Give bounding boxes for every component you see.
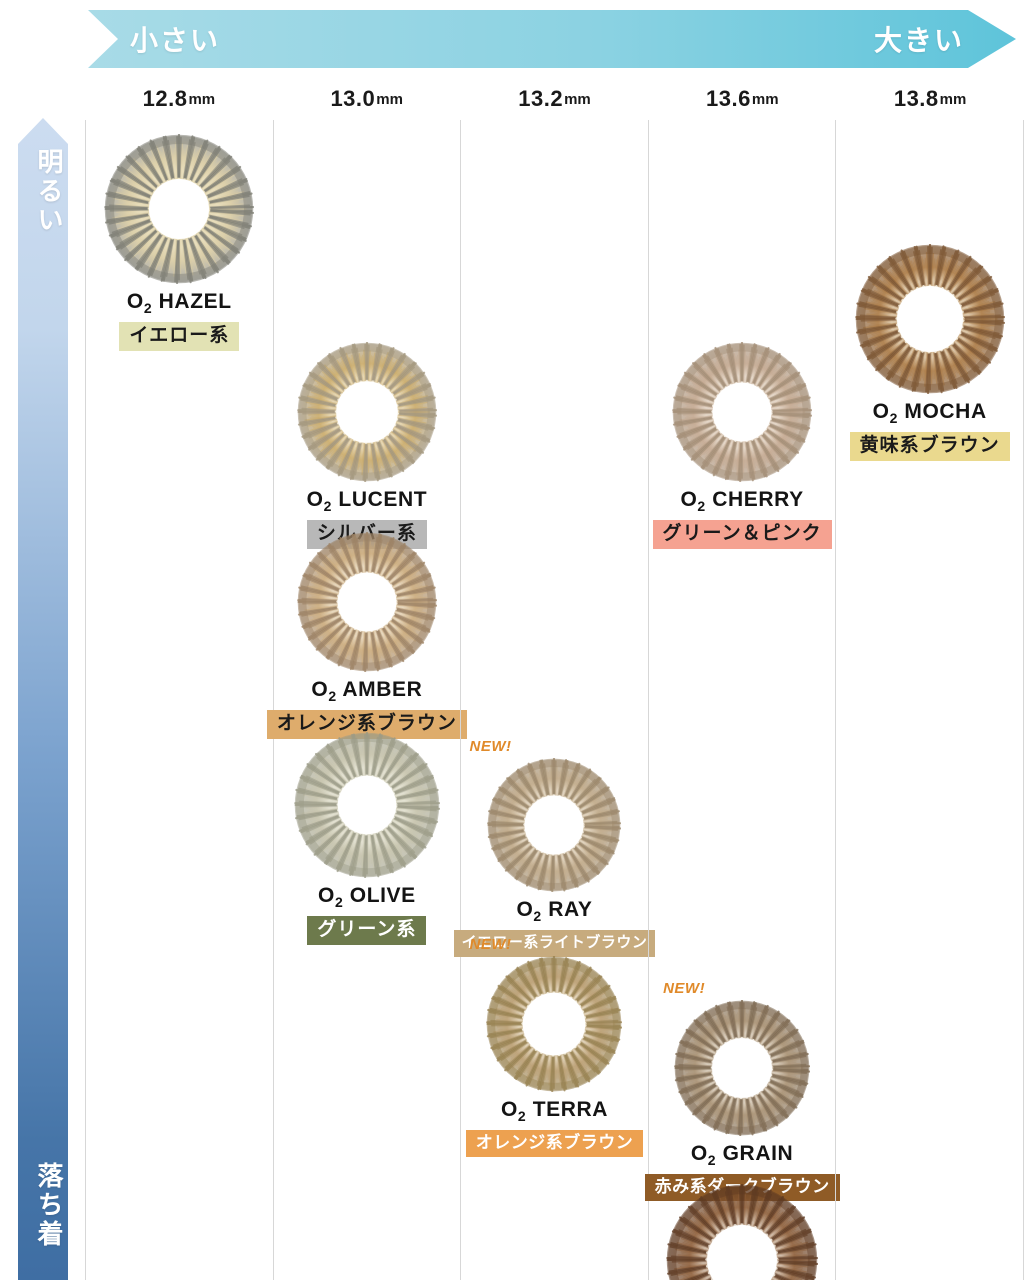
size-unit: mm xyxy=(564,90,591,108)
lens-name-lucent: O2 LUCENT xyxy=(306,488,428,515)
lens-card-ray[interactable]: NEW! O2 RAY イエロー系ライトブラウン xyxy=(453,738,656,957)
lens-card-terra[interactable]: NEW! O2 TERRA オレンジ系ブラウン xyxy=(461,936,647,1157)
lens-name-olive: O2 OLIVE xyxy=(318,884,416,911)
lens-name-mocha: O2 MOCHA xyxy=(872,400,987,427)
lens-color-badge-terra: オレンジ系ブラウン xyxy=(465,1129,644,1157)
axis-label-bright: 明るい xyxy=(34,148,64,235)
lens-image-terra xyxy=(486,956,623,1092)
column-12-8mm: O2 HAZEL イエロー系 xyxy=(85,120,273,1280)
size-unit: mm xyxy=(751,90,779,108)
size-value: 13.2 xyxy=(518,86,564,111)
lens-image-mocha xyxy=(854,244,1005,394)
lens-name-ray: O2 RAY xyxy=(516,898,593,925)
lens-card-lucent[interactable]: O2 LUCENT シルバー系 xyxy=(274,342,460,550)
lens-color-badge-amber: オレンジ系ブラウン xyxy=(266,709,467,740)
new-badge-ray: NEW! xyxy=(469,738,512,755)
size-value: 13.8 xyxy=(893,86,939,111)
size-value: 12.8 xyxy=(142,86,188,111)
size-header-row: 12.8 mm 13.0 mm 13.2 mm 13.6 mm 13.8 mm xyxy=(85,78,1024,120)
lens-color-badge-hazel: イエロー系 xyxy=(119,321,240,352)
banner-label-small: 小さい xyxy=(130,25,221,56)
lens-image-amber xyxy=(297,532,437,672)
size-header-13-0mm: 13.0 mm xyxy=(273,78,461,120)
size-unit: mm xyxy=(939,90,967,108)
banner-arrow-shape xyxy=(88,10,1016,68)
size-axis-banner: 小さい 大きい xyxy=(88,10,1016,68)
lens-name-cherry: O2 CHERRY xyxy=(680,488,804,515)
size-unit: mm xyxy=(188,90,216,108)
lens-image-olive xyxy=(294,732,440,878)
size-header-12-8mm: 12.8 mm xyxy=(85,78,273,120)
lens-card-mocha[interactable]: O2 MOCHA 黄味系ブラウン xyxy=(837,244,1023,462)
column-13-2mm: NEW! O2 RAY イエロー系ライトブラウン NEW! O2 TERRA オ… xyxy=(453,120,656,1280)
column-13-6mm: O2 CHERRY グリーン＆ピンク NEW! O2 GRAIN 赤み系ダークブ… xyxy=(644,120,840,1280)
lens-color-badge-ray: イエロー系ライトブラウン xyxy=(453,929,656,957)
lens-image-lucent xyxy=(297,342,437,482)
lens-image-grain xyxy=(674,1000,811,1136)
lens-card-cherry[interactable]: O2 CHERRY グリーン＆ピンク xyxy=(649,342,835,550)
size-unit: mm xyxy=(376,90,403,108)
lens-name-terra: O2 TERRA xyxy=(500,1098,609,1125)
lens-image-hazel xyxy=(104,134,255,284)
lens-name-grain: O2 GRAIN xyxy=(690,1142,794,1169)
lens-card-amber[interactable]: O2 AMBER オレンジ系ブラウン xyxy=(266,532,467,740)
lens-name-amber: O2 AMBER xyxy=(311,678,423,705)
lens-card-grain[interactable]: NEW! O2 GRAIN 赤み系ダークブラウン xyxy=(644,980,840,1201)
column-13-8mm: O2 MOCHA 黄味系ブラウン xyxy=(835,120,1024,1280)
axis-label-calm: 落ち着 xyxy=(34,1162,64,1249)
lens-image-partial xyxy=(666,1184,819,1280)
brightness-axis-arrow xyxy=(18,118,68,1280)
lens-name-hazel: O2 HAZEL xyxy=(126,290,232,317)
banner-label-large: 大きい xyxy=(873,25,964,56)
new-badge-grain: NEW! xyxy=(663,980,706,997)
lens-color-badge-olive: グリーン系 xyxy=(307,915,427,946)
lens-color-badge-cherry: グリーン＆ピンク xyxy=(652,519,832,550)
lens-card-hazel[interactable]: O2 HAZEL イエロー系 xyxy=(86,134,272,352)
column-13-0mm: O2 LUCENT シルバー系 O2 AMBER オレンジ系ブラウン O2 OL… xyxy=(266,120,467,1280)
lens-image-ray xyxy=(487,758,622,892)
size-value: 13.6 xyxy=(706,86,751,111)
size-header-13-2mm: 13.2 mm xyxy=(461,78,649,120)
new-badge-terra: NEW! xyxy=(469,936,512,953)
lens-grid: O2 HAZEL イエロー系 O2 LUCENT シルバー系 O2 AMBER … xyxy=(85,120,1024,1280)
size-header-13-6mm: 13.6 mm xyxy=(648,78,836,120)
side-arrow-shape xyxy=(18,118,68,1280)
lens-color-badge-mocha: 黄味系ブラウン xyxy=(849,431,1010,462)
lens-card-olive[interactable]: O2 OLIVE グリーン系 xyxy=(274,732,460,946)
lens-image-cherry xyxy=(672,342,813,482)
size-header-13-8mm: 13.8 mm xyxy=(836,78,1024,120)
lens-card-partial[interactable] xyxy=(649,1184,835,1280)
size-value: 13.0 xyxy=(330,86,376,111)
